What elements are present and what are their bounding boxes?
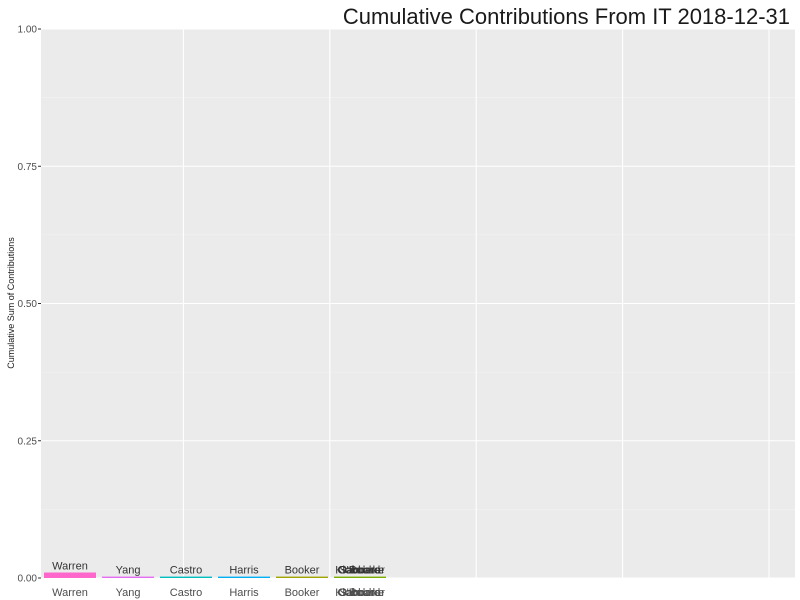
bar-label: Klobuchar	[335, 565, 385, 577]
x-ticks: Warren Yang Castro Harris Booker KlobucharGab…	[52, 587, 385, 599]
bar-labels: Warren Yang Castro Harris Booker KlobucharGab…	[52, 561, 385, 577]
bar-label: Booker	[285, 565, 320, 577]
bar	[102, 576, 154, 578]
bar-label: Yang	[116, 565, 141, 577]
bar	[218, 576, 270, 578]
major-gridlines	[41, 28, 795, 579]
x-tick-label: Gabbard	[337, 587, 380, 599]
bar	[160, 576, 212, 578]
y-tick-label: 0.25	[18, 436, 38, 447]
y-tick-label: 0.00	[18, 574, 38, 585]
bar-label: Gabbard	[337, 565, 380, 577]
y-tick-label: 0.75	[18, 162, 38, 173]
minor-gridlines	[41, 97, 795, 510]
y-ticks: 0.00 0.25 0.50 0.75 1.00	[18, 25, 41, 585]
x-tick-label: Sanders	[340, 587, 381, 599]
x-tick-label: Castro	[170, 587, 202, 599]
x-tick-label: Warren	[52, 587, 88, 599]
bar-label: O'Rourke	[338, 565, 384, 577]
x-tick-label: Booker	[285, 587, 320, 599]
y-axis-label: Cumulative Sum of Contributions	[6, 237, 16, 369]
chart-title: Cumulative Contributions From IT 2018-12…	[343, 4, 790, 29]
x-tick-label: Yang	[116, 587, 141, 599]
x-tick-label: Harris	[229, 587, 259, 599]
bar-label: Castro	[170, 565, 202, 577]
bar	[276, 576, 328, 578]
x-tick-label: Klobuchar	[335, 587, 385, 599]
y-tick-label: 1.00	[18, 25, 38, 36]
bar	[44, 572, 96, 578]
bar	[334, 576, 386, 578]
x-tick-label: O'Rourke	[338, 587, 384, 599]
bar-label: Warren	[52, 561, 88, 573]
bars	[44, 572, 386, 578]
bar-label: Sanders	[340, 565, 381, 577]
y-tick-label: 0.50	[18, 299, 38, 310]
bar-label: Harris	[229, 565, 259, 577]
